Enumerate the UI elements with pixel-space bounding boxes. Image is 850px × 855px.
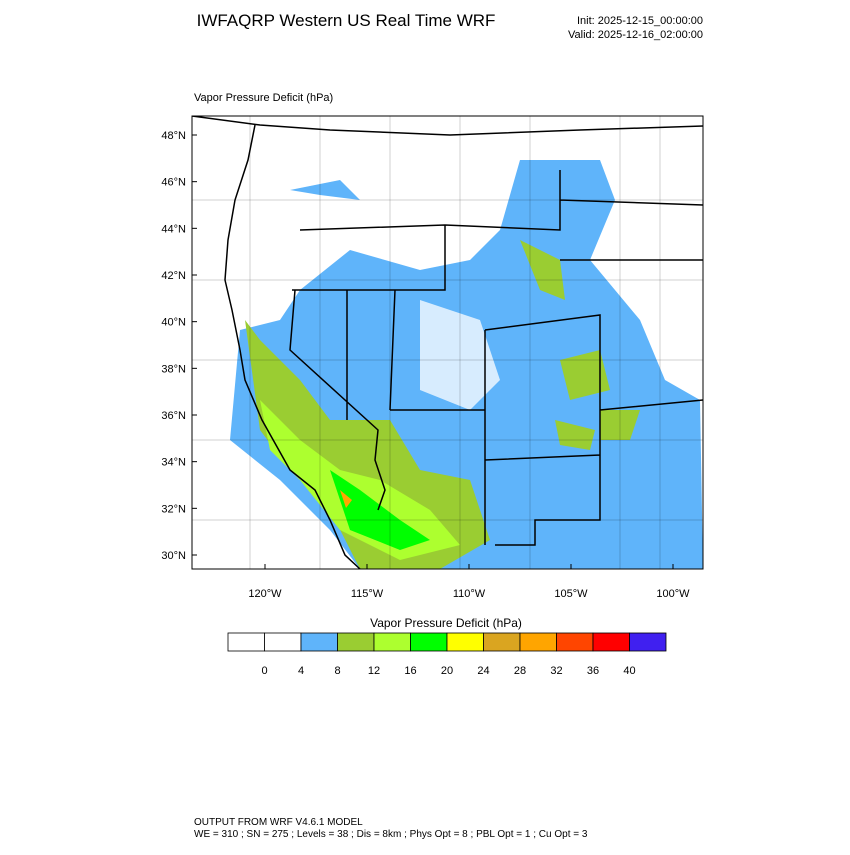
colorbar-label: 28 bbox=[514, 665, 526, 677]
colorbar-label: 16 bbox=[404, 665, 416, 677]
footer-line: OUTPUT FROM WRF V4.6.1 MODEL bbox=[194, 817, 363, 828]
colorbar-label: 32 bbox=[550, 665, 562, 677]
colorbar-box bbox=[264, 632, 302, 652]
colorbar-label: 40 bbox=[623, 665, 635, 677]
colorbar-label: 8 bbox=[334, 665, 340, 677]
colorbar-box bbox=[446, 632, 484, 652]
colorbar-title: Vapor Pressure Deficit (hPa) bbox=[370, 616, 522, 630]
lat-label: 46°N bbox=[161, 177, 186, 189]
lat-label: 40°N bbox=[161, 317, 186, 329]
title: IWFAQRP Western US Real Time WRF bbox=[197, 11, 496, 30]
lon-label: 115°W bbox=[351, 588, 384, 600]
colorbar-box bbox=[483, 632, 521, 652]
map bbox=[191, 115, 704, 570]
init-time: Init: 2025-12-15_00:00:00 bbox=[577, 15, 703, 27]
colorbar-box bbox=[519, 632, 557, 652]
valid-time: Valid: 2025-12-16_02:00:00 bbox=[568, 29, 703, 41]
lat-label: 48°N bbox=[161, 130, 186, 142]
lat-label: 38°N bbox=[161, 363, 186, 375]
lon-label: 100°W bbox=[656, 588, 690, 600]
colorbar-box bbox=[629, 632, 667, 652]
colorbar-label: 20 bbox=[441, 665, 453, 677]
map-title: Vapor Pressure Deficit (hPa) bbox=[194, 92, 333, 104]
colorbar-label: 12 bbox=[368, 665, 380, 677]
colorbar-label: 36 bbox=[587, 665, 599, 677]
lon-label: 105°W bbox=[554, 588, 588, 600]
footer-line: WE = 310 ; SN = 275 ; Levels = 38 ; Dis … bbox=[194, 829, 588, 840]
lon-label: 110°W bbox=[453, 588, 486, 600]
lat-label: 36°N bbox=[161, 410, 186, 422]
colorbar-label: 4 bbox=[298, 665, 304, 677]
colorbar-box bbox=[373, 632, 411, 652]
colorbar-box bbox=[337, 632, 375, 652]
colorbar-box bbox=[556, 632, 594, 652]
colorbar-label: 0 bbox=[261, 665, 267, 677]
lat-label: 30°N bbox=[161, 550, 186, 562]
colorbar-box bbox=[592, 632, 630, 652]
lat-label: 34°N bbox=[161, 457, 186, 469]
colorbar-box bbox=[410, 632, 448, 652]
colorbar-box bbox=[300, 632, 338, 652]
lon-label: 120°W bbox=[248, 588, 282, 600]
colorbar-label: 24 bbox=[477, 665, 489, 677]
colorbar-box bbox=[227, 632, 265, 652]
lat-label: 32°N bbox=[161, 503, 186, 515]
lat-label: 42°N bbox=[161, 270, 186, 282]
lat-label: 44°N bbox=[161, 223, 186, 235]
